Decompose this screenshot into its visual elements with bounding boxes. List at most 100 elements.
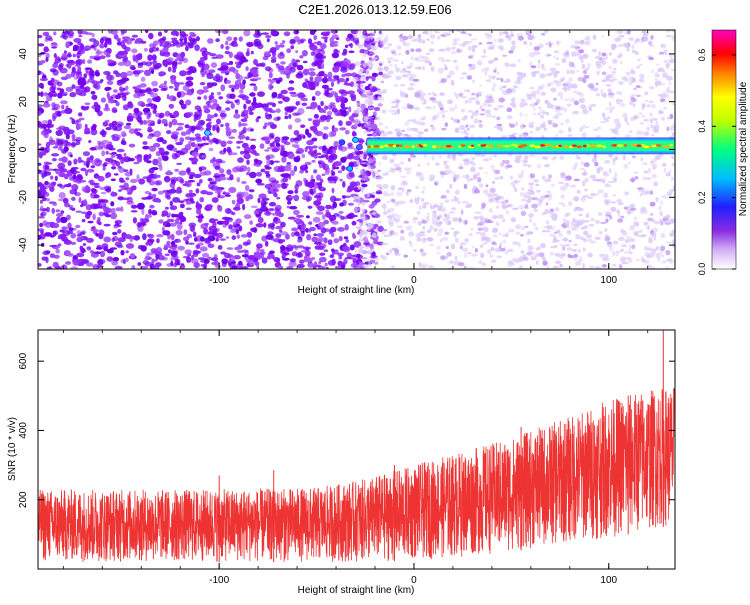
heatmap-cell: [338, 235, 343, 242]
heatmap-cell: [642, 33, 649, 37]
heatmap-cell: [210, 185, 219, 191]
heatmap-cell: [158, 71, 167, 76]
heatmap-cell: [147, 123, 155, 127]
heatmap-cell: [426, 30, 429, 36]
heatmap-cell: [513, 179, 519, 184]
heatmap-cell: [194, 106, 201, 111]
heatmap-cell: [650, 124, 654, 129]
heatmap-cell: [234, 99, 239, 103]
heatmap-cell: [159, 137, 164, 142]
heatmap-cell: [489, 187, 496, 193]
heatmap-cell: [354, 34, 358, 39]
heatmap-cell: [445, 246, 449, 249]
heatmap-cell: [264, 149, 270, 152]
heatmap-cell: [573, 196, 580, 202]
heatmap-cell: [601, 71, 607, 76]
heatmap-cell: [608, 52, 613, 56]
heatmap-cell: [299, 39, 305, 44]
heatmap-cell: [669, 218, 675, 224]
heatmap-cell: [51, 244, 60, 250]
heatmap-cell: [359, 154, 364, 159]
heatmap-cell: [329, 102, 336, 105]
heatmap-cell: [271, 148, 279, 153]
heatmap-cell: [587, 252, 593, 258]
heatmap-cell: [45, 35, 52, 40]
heatmap-cell: [558, 129, 564, 134]
heatmap-cell: [655, 196, 659, 203]
heatmap-cell: [219, 168, 225, 174]
heatmap-cell: [617, 38, 622, 41]
heatmap-cell: [395, 75, 402, 81]
heatmap-cell: [80, 211, 88, 215]
heatmap-cell: [390, 184, 396, 191]
heatmap-cell: [460, 95, 467, 99]
heatmap-cell: [142, 141, 148, 145]
heatmap-cell: [102, 166, 106, 171]
heatmap-cell: [145, 255, 150, 259]
heatmap-cell: [143, 155, 147, 163]
heatmap-cell: [277, 220, 282, 224]
heatmap-cell: [543, 127, 548, 131]
heatmap-cell: [264, 122, 268, 128]
heatmap-cell: [84, 67, 92, 70]
heatmap-cell: [111, 207, 116, 215]
heatmap-cell: [484, 109, 490, 114]
heatmap-cell: [89, 250, 95, 254]
heatmap-cell: [239, 150, 245, 155]
heatmap-cell: [433, 227, 438, 232]
heatmap-cell: [491, 259, 497, 263]
heatmap-cell: [81, 218, 86, 223]
heatmap-cell: [259, 251, 266, 255]
heatmap-cell: [571, 249, 578, 252]
heatmap-cell: [353, 155, 361, 161]
heatmap-cell: [626, 235, 632, 241]
heatmap-cell: [65, 41, 70, 48]
heatmap-cell: [612, 160, 616, 166]
heatmap-cell: [185, 181, 192, 188]
heatmap-cell: [604, 236, 611, 242]
heatmap-cell: [605, 84, 612, 87]
heatmap-cell: [555, 260, 562, 265]
heatmap-cell: [220, 140, 227, 148]
heatmap-cell: [65, 86, 74, 92]
heatmap-cell: [429, 97, 437, 101]
heatmap-cell: [318, 71, 325, 77]
heatmap-cell: [348, 50, 355, 54]
heatmap-cell: [511, 257, 518, 262]
heatmap-cell: [505, 33, 510, 39]
heatmap-cell: [665, 250, 671, 256]
heatmap-cell: [191, 127, 195, 134]
heatmap-cell: [127, 116, 134, 122]
heatmap-cell: [95, 233, 100, 237]
heatmap-cell: [329, 254, 335, 258]
heatmap-cell: [263, 222, 267, 228]
heatmap-cell: [160, 37, 165, 41]
heatmap-cell: [458, 262, 465, 267]
heatmap-cell: [640, 210, 644, 215]
heatmap-cell: [318, 146, 324, 150]
heatmap-cell: [478, 166, 484, 170]
heatmap-cell: [90, 165, 96, 169]
heatmap-cell: [197, 257, 206, 260]
heatmap-cell: [98, 233, 104, 240]
heatmap-cell: [431, 155, 435, 161]
heatmap-cell: [514, 79, 522, 85]
heatmap-cell: [415, 66, 419, 70]
heatmap-cell: [50, 77, 55, 82]
heatmap-cell: [320, 227, 327, 234]
heatmap-cell: [597, 189, 604, 194]
heatmap-cell: [666, 126, 670, 132]
heatmap-cell: [225, 128, 233, 134]
heatmap-cell: [195, 203, 201, 208]
heatmap-cell: [247, 166, 251, 173]
heatmap-cell: [545, 220, 550, 225]
heatmap-cell: [230, 102, 235, 109]
heatmap-cell: [595, 92, 601, 97]
heatmap-cell: [222, 220, 228, 225]
heatmap-cell: [401, 74, 409, 78]
heatmap-cell: [171, 131, 180, 136]
heatmap-cell: [384, 35, 389, 39]
heatmap-cell: [482, 158, 490, 162]
heatmap-cell: [378, 122, 383, 126]
heatmap-cell: [132, 86, 138, 90]
